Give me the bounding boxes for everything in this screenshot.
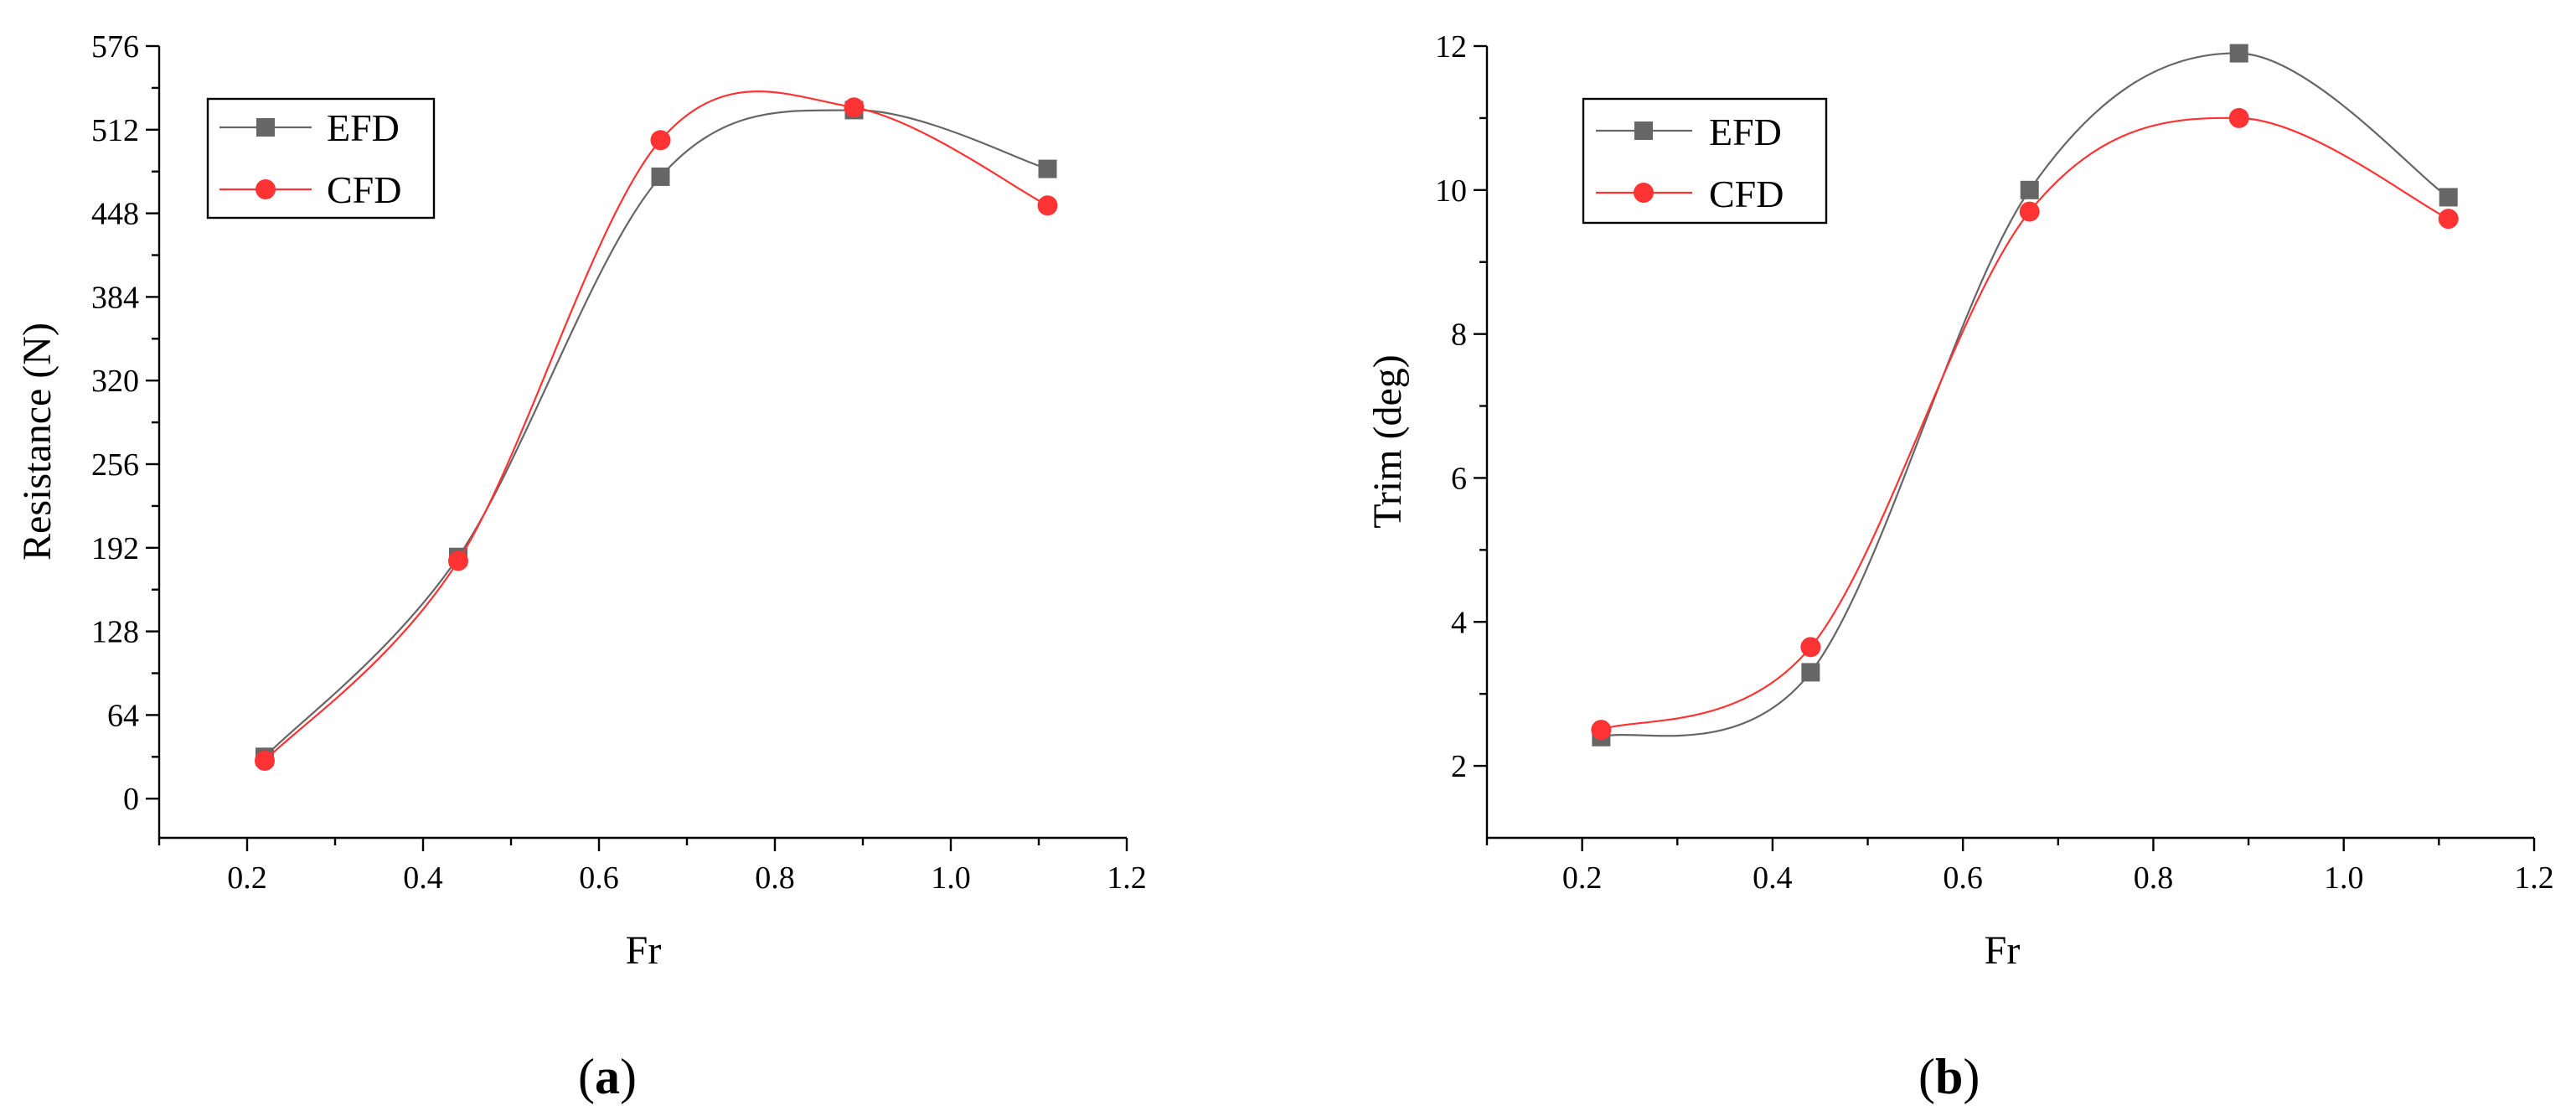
y-tick-label-a-9: 576 <box>91 29 139 65</box>
chart-panel-b: 2 4 6 8 10 12 0.2 0.4 0.6 0.8 1.0 1.2 EFD CFD Fr Tr… <box>1365 29 2554 1104</box>
axis-lines-a <box>157 46 1127 840</box>
series-layer-b <box>1591 44 2459 747</box>
data-point-efd-b-1 <box>1801 663 1820 682</box>
series-line-efd-a <box>264 109 1048 758</box>
legend-label-cfd-b: CFD <box>1709 173 1784 215</box>
chart-panel-a: 0 64 128 192 256 320 384 448 512 576 0.2 0.4 0.6 0.8 1… <box>15 29 1147 1104</box>
legend-a: EFD CFD <box>206 97 436 220</box>
x-tick-label-a-1: 0.4 <box>403 860 443 896</box>
y-tick-label-a-4: 256 <box>91 447 139 483</box>
x-tick-label-b-5: 1.2 <box>2514 860 2554 896</box>
x-tick-label-a-3: 0.8 <box>755 860 795 896</box>
y-tick-label-a-7: 448 <box>91 197 139 232</box>
data-point-cfd-b-2 <box>2019 201 2040 222</box>
data-point-efd-b-4 <box>2439 188 2458 207</box>
y-tick-label-b-4: 10 <box>1435 173 1467 209</box>
axis-ticks-a: 0 64 128 192 256 320 384 448 512 576 0.2 0.4 0.6 0.8 1… <box>91 29 1147 896</box>
legend-marker-efd-a <box>256 118 275 137</box>
data-point-efd-b-2 <box>2020 180 2039 199</box>
x-tick-label-b-3: 0.8 <box>2134 860 2174 896</box>
panel-label-open-paren-a: ( <box>578 1049 595 1104</box>
panel-label-b: (b) <box>1918 1049 1980 1104</box>
data-point-cfd-a-2 <box>650 130 671 151</box>
data-point-cfd-a-4 <box>1037 195 1058 216</box>
series-layer-a <box>255 90 1058 771</box>
series-line-cfd-b <box>1600 116 2450 731</box>
x-tick-label-b-4: 1.0 <box>2324 860 2364 896</box>
data-point-efd-b-3 <box>2229 44 2248 63</box>
axis-ticks-b: 2 4 6 8 10 12 0.2 0.4 0.6 0.8 1.0 1.2 <box>1435 29 2554 896</box>
y-tick-label-a-6: 384 <box>91 280 139 315</box>
legend-label-cfd-a: CFD <box>327 168 401 211</box>
panel-label-open-paren-b: ( <box>1918 1049 1935 1104</box>
legend-label-efd-b: EFD <box>1709 111 1782 153</box>
legend-marker-efd-b <box>1634 121 1653 140</box>
y-tick-label-b-5: 12 <box>1435 29 1467 65</box>
legend-frame-a <box>206 97 436 220</box>
series-line-cfd-a <box>264 90 1048 762</box>
panel-label-letter-b: b <box>1935 1049 1963 1104</box>
axis-lines-b <box>1485 46 2534 840</box>
data-point-cfd-b-1 <box>1800 637 1821 658</box>
y-tick-label-b-2: 6 <box>1451 461 1467 496</box>
data-point-cfd-b-3 <box>2228 107 2249 128</box>
data-point-cfd-b-0 <box>1591 720 1612 741</box>
x-tick-label-a-2: 0.6 <box>579 860 619 896</box>
y-tick-label-b-1: 4 <box>1451 605 1467 640</box>
y-tick-label-a-1: 64 <box>107 698 139 733</box>
y-tick-label-b-0: 2 <box>1451 749 1467 784</box>
x-tick-label-b-1: 0.4 <box>1753 860 1793 896</box>
data-point-cfd-a-1 <box>448 550 468 571</box>
y-tick-label-b-3: 8 <box>1451 318 1467 353</box>
panel-label-close-paren-a: ) <box>620 1049 637 1104</box>
y-tick-label-a-2: 128 <box>91 615 139 650</box>
x-tick-label-b-2: 0.6 <box>1943 860 1983 896</box>
data-point-cfd-b-4 <box>2438 209 2459 230</box>
legend-marker-cfd-b <box>1634 183 1654 203</box>
legend-marker-cfd-a <box>256 179 276 199</box>
y-axis-label-a: Resistance (N) <box>15 323 59 561</box>
y-axis-label-b: Trim (deg) <box>1365 354 1410 529</box>
panel-label-letter-a: a <box>595 1049 620 1104</box>
panel-label-a: (a) <box>578 1049 637 1104</box>
y-tick-label-a-0: 0 <box>123 782 139 817</box>
data-point-efd-a-4 <box>1038 159 1057 178</box>
x-tick-label-a-0: 0.2 <box>227 860 267 896</box>
x-axis-label-b: Fr <box>1985 928 2021 973</box>
panel-label-close-paren-b: ) <box>1963 1049 1980 1104</box>
legend-frame-b <box>1582 97 1828 225</box>
legend-b: EFD CFD <box>1582 97 1828 225</box>
x-tick-label-a-4: 1.0 <box>931 860 971 896</box>
data-point-efd-a-2 <box>651 167 670 186</box>
y-tick-label-a-3: 192 <box>91 531 139 566</box>
data-point-cfd-a-0 <box>255 750 275 771</box>
y-tick-label-a-8: 512 <box>91 113 139 148</box>
data-point-cfd-a-3 <box>844 97 865 118</box>
x-tick-label-a-5: 1.2 <box>1107 860 1147 896</box>
y-tick-label-a-5: 320 <box>91 364 139 399</box>
legend-label-efd-a: EFD <box>327 106 400 149</box>
series-line-efd-b <box>1601 52 2450 738</box>
x-tick-label-b-0: 0.2 <box>1562 860 1603 896</box>
x-axis-label-a: Fr <box>626 928 662 973</box>
